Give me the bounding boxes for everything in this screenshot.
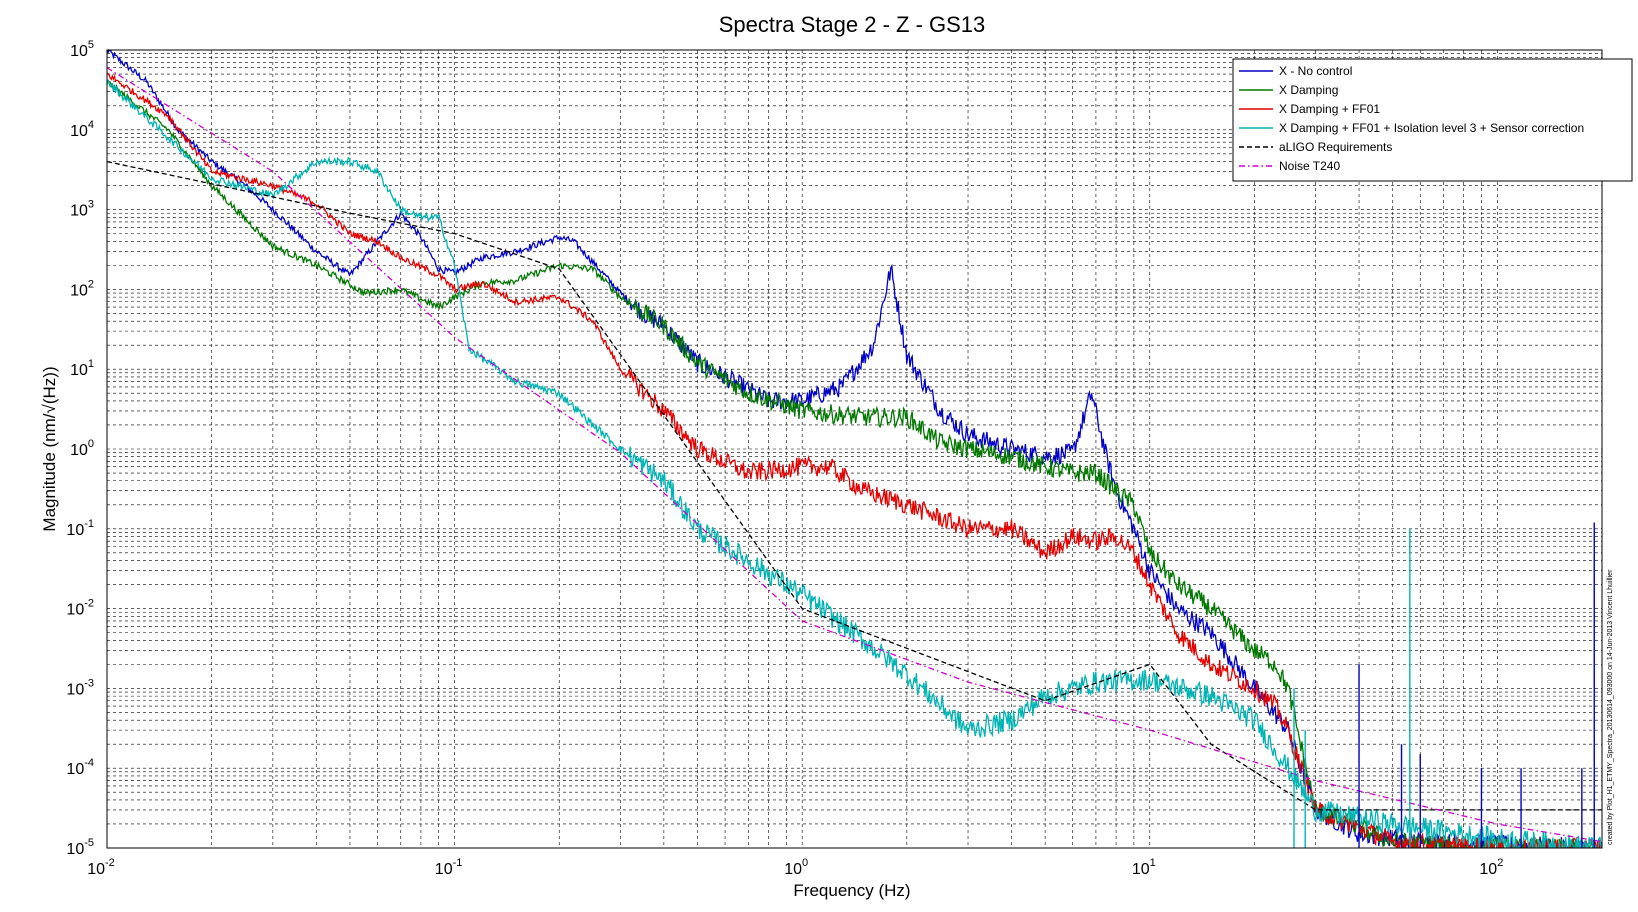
- x-tick-labels: 10-2 10-1 100 101 102: [87, 857, 1503, 878]
- y-tick-label: 10-2: [66, 598, 94, 619]
- x-tick-label: 102: [1479, 857, 1503, 878]
- x-tick-label: 100: [784, 857, 808, 878]
- x-tick-label: 10-1: [435, 857, 463, 878]
- series-line-1: [107, 79, 1602, 848]
- y-tick-label: 10-3: [66, 677, 94, 698]
- legend-entry: Noise T240: [1279, 159, 1340, 173]
- legend-entry: X Damping: [1279, 83, 1338, 97]
- y-tick-label: 102: [70, 278, 94, 299]
- y-tick-label: 10-4: [66, 757, 94, 778]
- series-line-3: [107, 79, 1602, 848]
- y-tick-label: 100: [70, 438, 94, 459]
- legend-entry: aLIGO Requirements: [1279, 140, 1392, 154]
- series-line-2: [107, 72, 1602, 848]
- legend-entry: X Damping + FF01 + Isolation level 3 + S…: [1279, 121, 1584, 135]
- y-tick-labels: 105 104 103 102 101 100 10-1 10-2 10-3 10-4 10-5: [66, 39, 94, 858]
- x-tick-label: 10-2: [87, 857, 115, 878]
- y-axis-label: Magnitude (nm/√(Hz)): [40, 366, 59, 531]
- plot-area: [107, 50, 1602, 848]
- plot-frame: [106, 49, 1603, 849]
- credit-note: created by Plot_H1_ETMY_Spectra_20130614…: [1607, 569, 1614, 845]
- series-line-5: [107, 67, 1602, 843]
- x-tick-label: 101: [1132, 857, 1156, 878]
- series-line-4: [107, 160, 1602, 811]
- y-tick-label: 104: [70, 119, 94, 140]
- x-axis-label: Frequency (Hz): [793, 881, 910, 900]
- legend-box: [1232, 58, 1633, 182]
- chart-title: Spectra Stage 2 - Z - GS13: [719, 12, 986, 37]
- y-tick-label: 10-1: [66, 518, 94, 539]
- legend-entry: X Damping + FF01: [1279, 102, 1380, 116]
- y-tick-label: 101: [70, 358, 94, 379]
- legend-entry: X - No control: [1279, 64, 1352, 78]
- legend: X - No control X Damping X Damping + FF01 X…: [1232, 58, 1633, 182]
- y-tick-label: 10-5: [66, 837, 94, 858]
- grid: [106, 49, 1603, 849]
- y-tick-label: 103: [70, 199, 94, 220]
- y-tick-label: 105: [70, 39, 94, 60]
